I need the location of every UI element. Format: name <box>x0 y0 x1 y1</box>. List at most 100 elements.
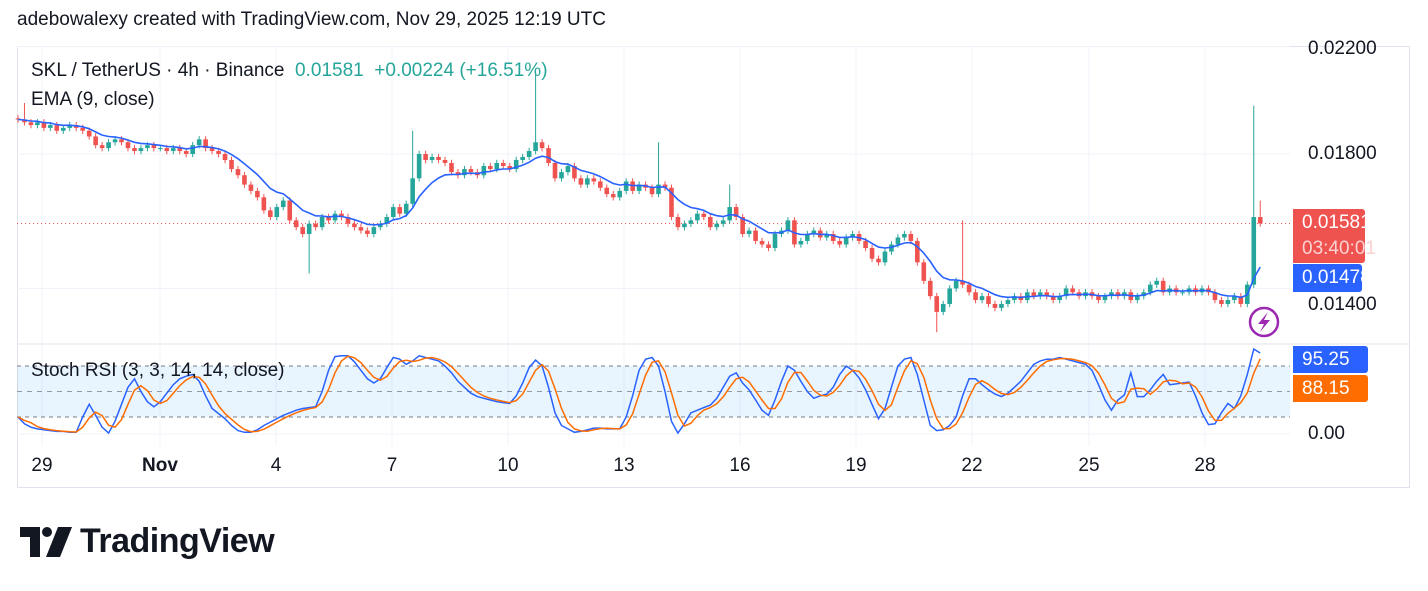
candle-body <box>539 142 545 149</box>
candle-body <box>785 220 791 231</box>
candle-down <box>177 144 183 155</box>
chart-credit: adebowalexy created with TradingView.com… <box>17 9 606 30</box>
candle-down <box>701 210 707 221</box>
candle-body <box>209 148 215 152</box>
tradingview-logo[interactable]: TradingView <box>20 522 275 561</box>
candle-body <box>701 213 707 218</box>
candle-down <box>99 141 105 152</box>
candle-body <box>598 181 603 188</box>
candle-body <box>707 217 713 228</box>
candle-body <box>339 213 344 218</box>
candle-body <box>481 166 487 176</box>
alert-lightning-icon[interactable] <box>1248 306 1280 338</box>
candle-down <box>255 187 260 201</box>
candle-down <box>766 241 771 252</box>
candle-body <box>753 230 758 241</box>
candle-body <box>675 217 681 228</box>
tradingview-logo-text: TradingView <box>80 522 275 560</box>
candle-body <box>546 148 551 163</box>
candle-up <box>138 144 144 155</box>
candle-body <box>345 217 351 224</box>
candle-up <box>1012 292 1017 304</box>
candle-body <box>882 251 888 263</box>
candle-body <box>352 223 357 228</box>
grid <box>17 46 1290 446</box>
candle-down <box>733 203 739 221</box>
candle-up <box>811 227 817 238</box>
candle-down <box>662 181 668 191</box>
candle-up <box>947 285 952 308</box>
time-axis-label: 7 <box>386 455 398 476</box>
candle-up <box>462 165 467 179</box>
candle-body <box>365 230 370 234</box>
candle-body <box>636 184 642 191</box>
candle-down <box>261 194 267 214</box>
candle-down <box>604 184 610 198</box>
candle-body <box>268 210 273 218</box>
candle-down <box>927 277 933 300</box>
candle-body <box>1063 288 1069 297</box>
stoch-band-lines <box>17 365 1290 418</box>
candle-body <box>196 139 202 146</box>
candle-down <box>591 175 597 185</box>
candle-body <box>106 142 111 149</box>
candle-body <box>378 223 383 228</box>
candle-body <box>229 159 234 170</box>
candle-body <box>416 154 422 179</box>
candle-body <box>145 145 150 149</box>
candle-down <box>352 220 357 231</box>
candle-down <box>1238 292 1244 308</box>
candle-up <box>902 230 907 241</box>
price-axis-label: 0.02200 <box>1308 38 1377 59</box>
candle-down <box>1115 289 1121 300</box>
price-change: +0.00224 (+16.51%) <box>374 60 548 81</box>
candle-down <box>707 213 713 231</box>
candle-body <box>947 288 952 304</box>
candle-down <box>921 259 927 285</box>
candle-body <box>293 220 299 228</box>
candle-body <box>863 240 868 248</box>
candle-body <box>811 230 817 234</box>
candle-down <box>869 244 875 262</box>
candle-up <box>623 178 629 195</box>
candle-body <box>183 151 189 154</box>
candle-body <box>986 296 991 304</box>
candle-body <box>1012 296 1017 301</box>
candle-body <box>766 244 771 248</box>
stoch-axis-label: 0.00 <box>1308 423 1345 444</box>
time-axis-label: 13 <box>613 455 635 476</box>
candle-body <box>60 127 66 131</box>
candle-body <box>423 154 428 160</box>
last-price-tag-value: 0.01581 <box>1302 212 1371 233</box>
candle-down <box>326 213 331 224</box>
symbol-legend[interactable]: SKL / TetherUS · 4h · Binance 0.01581 +0… <box>31 60 548 82</box>
candle-body <box>1115 292 1121 297</box>
candle-body <box>1251 217 1257 285</box>
candle-body <box>99 145 105 149</box>
candle-body <box>15 118 21 120</box>
candle-body <box>332 213 338 221</box>
candle-body <box>533 142 538 152</box>
candle-body <box>384 217 390 224</box>
candle-up <box>1232 292 1237 304</box>
candle-body <box>1070 288 1075 293</box>
candle-down <box>268 207 273 221</box>
candle-body <box>151 145 157 149</box>
candle-body <box>488 166 493 170</box>
stoch-legend[interactable]: Stoch RSI (3, 3, 14, 14, close) <box>31 360 285 381</box>
ema-legend[interactable]: EMA (9, close) <box>31 89 155 110</box>
candle-body <box>552 162 558 179</box>
candle-down <box>455 168 461 179</box>
candle-down <box>222 150 228 164</box>
candle-body <box>953 280 959 289</box>
candle-body <box>326 217 331 221</box>
candle-up <box>378 220 383 231</box>
candle-up <box>384 213 390 227</box>
candle-up <box>533 71 538 155</box>
last-price: 0.01581 <box>295 60 364 81</box>
candle-body <box>999 303 1004 308</box>
candle-down <box>1050 292 1056 304</box>
candle-up <box>714 220 720 231</box>
candle-body <box>158 148 163 150</box>
